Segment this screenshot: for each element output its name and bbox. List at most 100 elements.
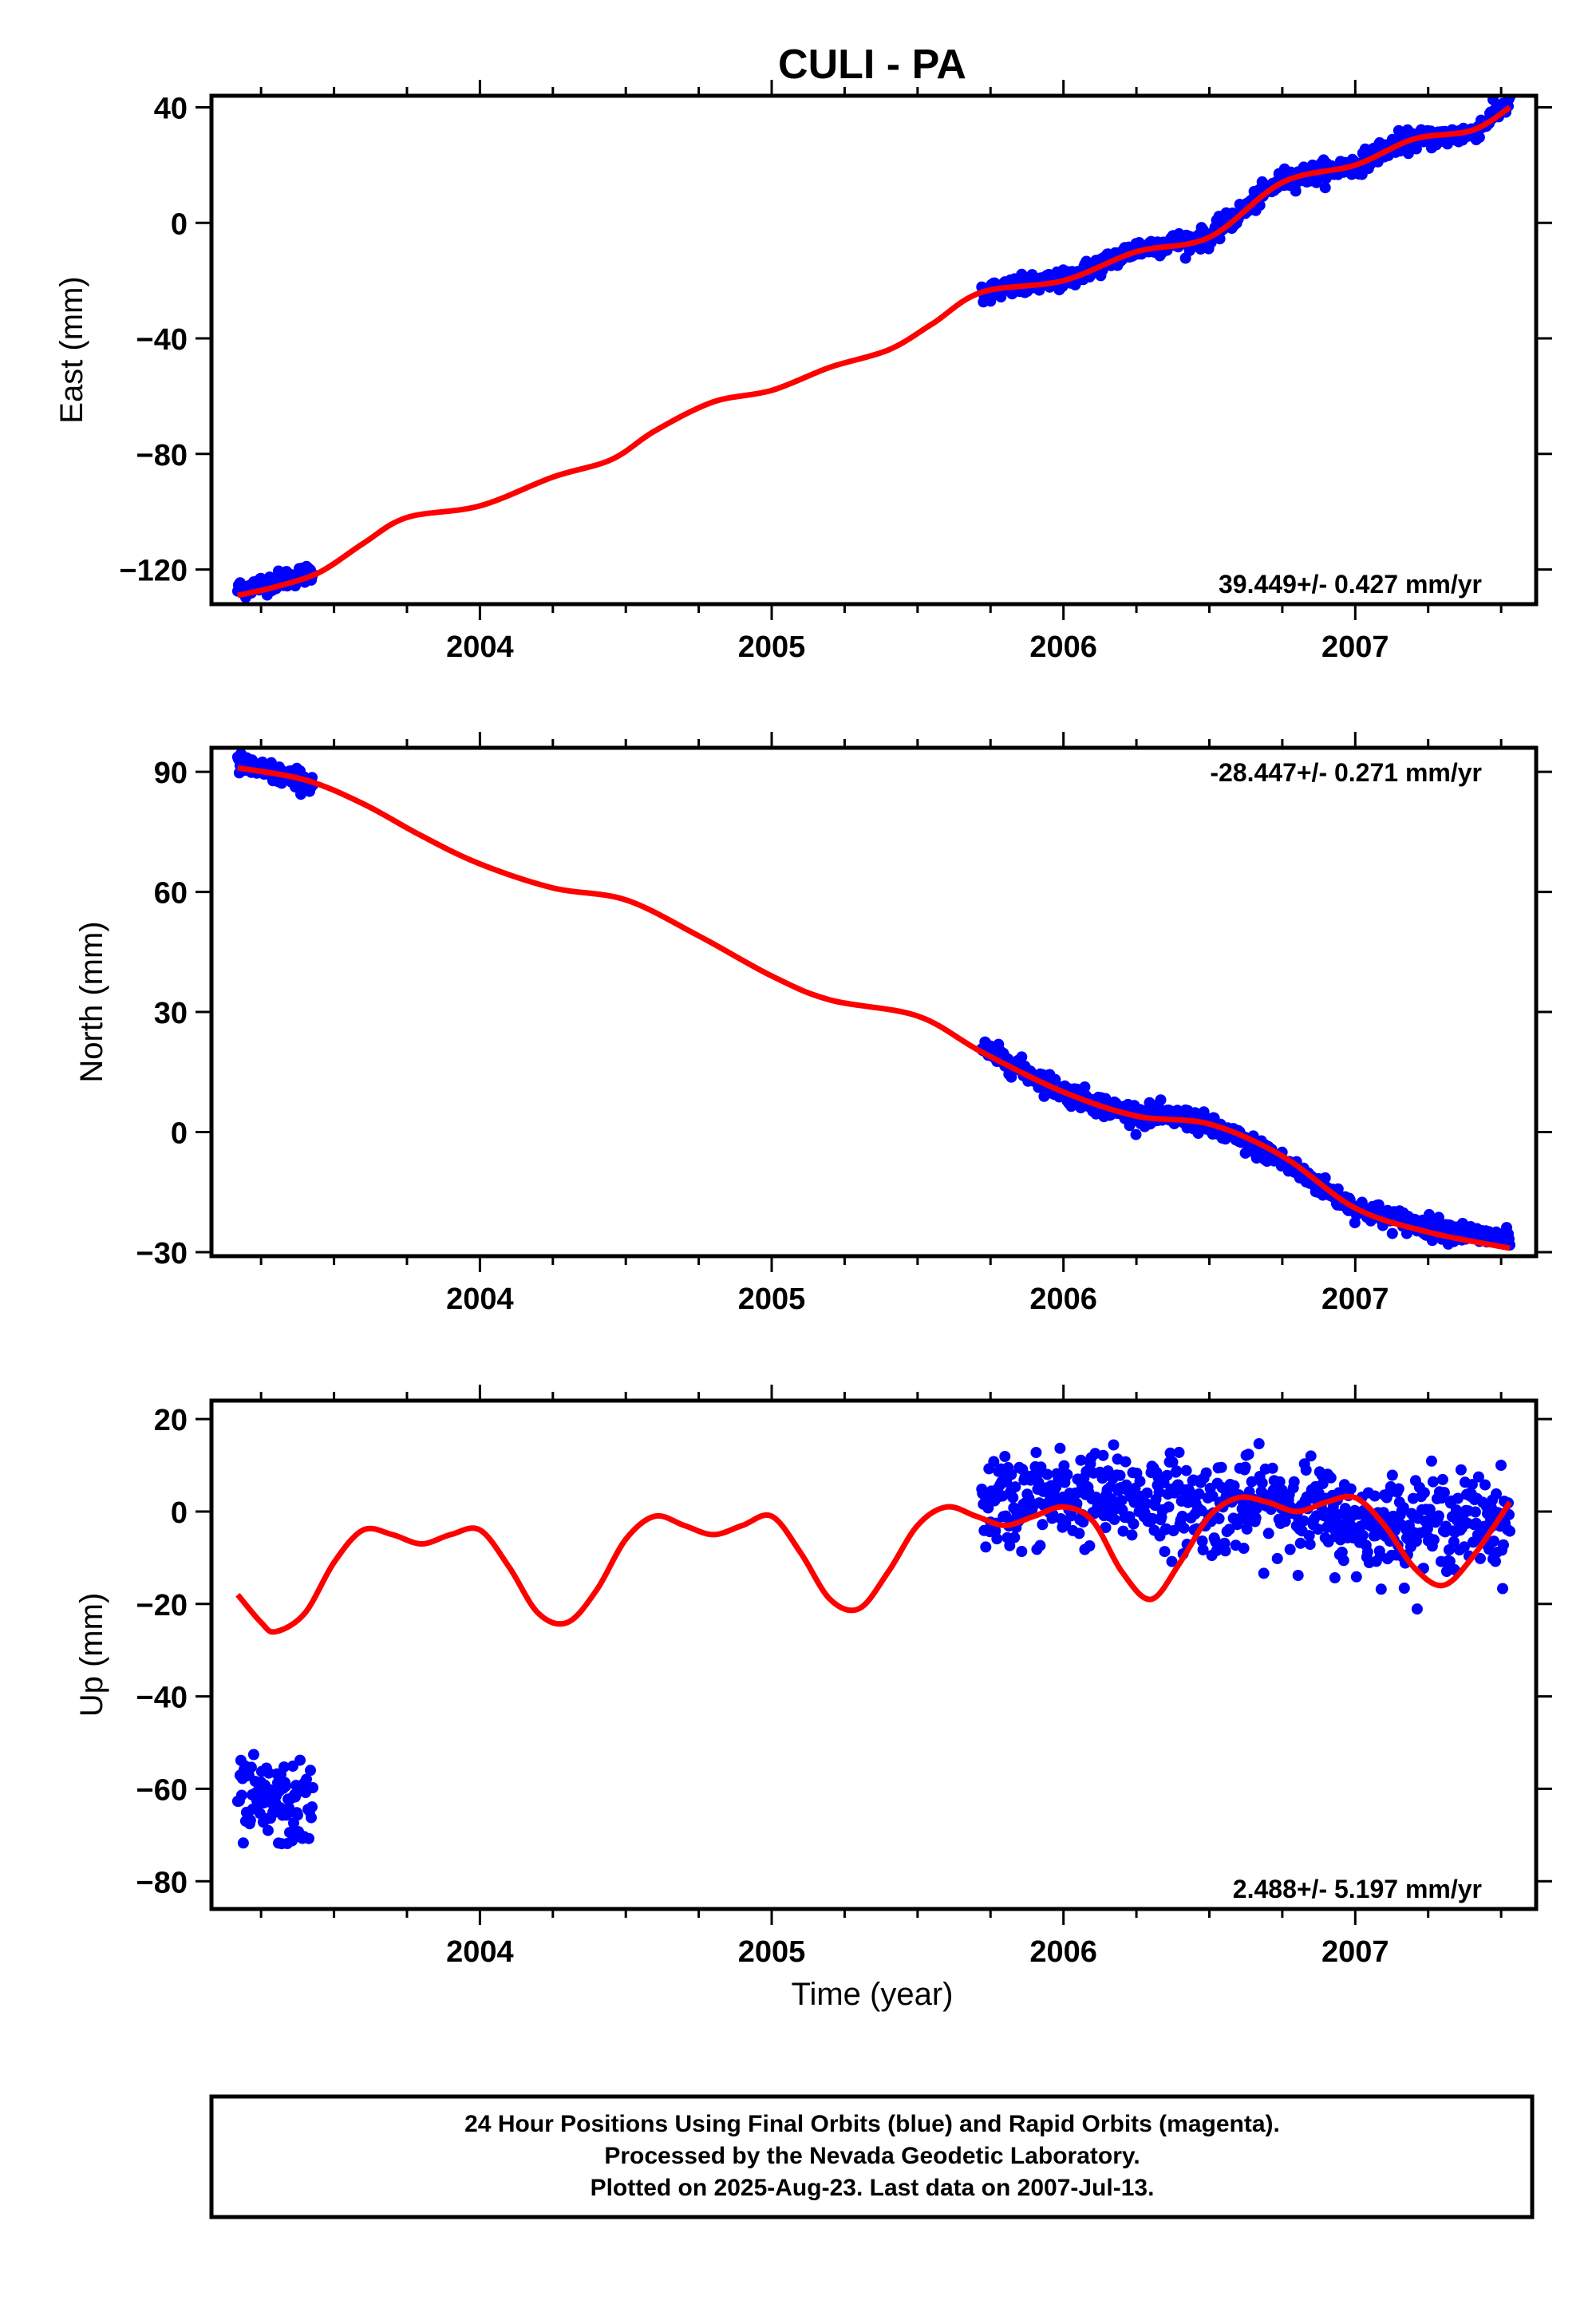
x-tick-label: 2004 bbox=[446, 1282, 514, 1316]
data-point bbox=[237, 1837, 249, 1849]
data-point bbox=[1504, 1525, 1515, 1537]
x-tick-label: 2004 bbox=[446, 630, 514, 664]
data-point bbox=[279, 1761, 290, 1773]
model-fit-line bbox=[237, 765, 1511, 1251]
footer-line-3: Plotted on 2025-Aug-23. Last data on 200… bbox=[591, 2175, 1155, 2201]
data-point bbox=[1304, 1539, 1316, 1551]
data-point bbox=[988, 1456, 1000, 1468]
y-axis-label: Up (mm) bbox=[74, 1593, 109, 1717]
data-point bbox=[307, 1782, 318, 1793]
data-point bbox=[1357, 1529, 1369, 1541]
data-point bbox=[1288, 1476, 1300, 1488]
data-point bbox=[1004, 1539, 1016, 1551]
data-point bbox=[1108, 1439, 1120, 1451]
y-tick-label: 0 bbox=[171, 1117, 188, 1151]
data-point bbox=[262, 1824, 274, 1836]
plot-frame bbox=[209, 745, 1539, 1259]
data-point bbox=[1009, 1531, 1021, 1543]
data-point bbox=[1178, 1522, 1190, 1534]
data-point bbox=[1397, 1502, 1409, 1513]
data-point bbox=[1126, 1529, 1138, 1541]
y-tick-label: 40 bbox=[154, 92, 188, 125]
data-point bbox=[1329, 1572, 1341, 1583]
panel-2: 2004 2005 2006 2007 −30 0 30 60 90 North (mm) -28.… bbox=[74, 732, 1552, 1316]
data-point bbox=[1117, 1525, 1129, 1537]
x-tick-label: 2005 bbox=[738, 1282, 806, 1316]
y-tick-label: −120 bbox=[119, 555, 188, 588]
data-point bbox=[1490, 1555, 1501, 1567]
x-tick-label: 2006 bbox=[1029, 1282, 1097, 1316]
data-point bbox=[1425, 1455, 1437, 1467]
data-point bbox=[306, 1801, 318, 1813]
x-axis-label: Time (year) bbox=[792, 1977, 954, 2012]
data-point bbox=[1428, 1534, 1440, 1546]
data-point bbox=[1458, 1541, 1470, 1553]
data-point bbox=[284, 1827, 295, 1839]
x-tick-label: 2006 bbox=[1029, 1935, 1097, 1969]
data-point bbox=[1305, 1450, 1317, 1462]
data-point bbox=[1164, 1447, 1176, 1459]
data-point bbox=[1472, 1471, 1484, 1483]
footer-box bbox=[209, 2094, 1535, 2219]
data-point bbox=[292, 1809, 303, 1821]
plot-frame bbox=[209, 1398, 1539, 1911]
data-point bbox=[1033, 1476, 1045, 1488]
data-point bbox=[1300, 1464, 1312, 1476]
panel-1: 2004 2005 2006 2007 −120 −80 −40 0 40 East (mm) 39… bbox=[54, 80, 1552, 664]
data-point bbox=[1258, 1567, 1270, 1579]
data-point bbox=[1294, 1537, 1306, 1549]
data-point bbox=[1030, 1447, 1042, 1458]
data-point bbox=[1159, 1546, 1171, 1558]
data-layer bbox=[231, 96, 1515, 603]
data-point bbox=[1176, 1511, 1188, 1522]
data-point bbox=[245, 1761, 257, 1773]
y-tick-label: 30 bbox=[154, 997, 188, 1030]
data-point bbox=[263, 1767, 275, 1779]
data-point bbox=[991, 1533, 1003, 1545]
data-point bbox=[1350, 1571, 1362, 1583]
data-point bbox=[1491, 1488, 1502, 1500]
y-axis-label: East (mm) bbox=[54, 276, 89, 423]
data-point bbox=[1171, 1465, 1183, 1477]
y-tick-label: 0 bbox=[171, 1496, 188, 1530]
y-tick-label: −80 bbox=[136, 439, 188, 472]
panel-3: 2004 2005 2006 2007 −80 −60 −40 −20 0 20 Up (mm) 2.… bbox=[74, 1385, 1552, 1969]
data-point bbox=[1213, 1512, 1225, 1524]
data-point bbox=[1079, 1081, 1091, 1093]
footer-line-1: 24 Hour Positions Using Final Orbits (bl… bbox=[464, 2111, 1280, 2137]
data-point bbox=[1034, 1539, 1046, 1551]
data-point bbox=[1473, 132, 1485, 144]
data-point bbox=[1290, 185, 1302, 197]
data-point bbox=[1128, 1518, 1140, 1530]
data-point bbox=[1058, 1460, 1070, 1472]
data-point bbox=[1256, 1477, 1268, 1489]
data-point bbox=[1393, 1483, 1404, 1495]
x-tick-label: 2007 bbox=[1321, 1935, 1389, 1969]
data-point bbox=[1317, 1478, 1329, 1489]
data-point bbox=[1009, 1481, 1021, 1493]
data-point bbox=[1325, 1472, 1337, 1484]
data-point bbox=[1448, 1535, 1460, 1547]
model-fit-line bbox=[235, 1493, 1512, 1635]
data-point bbox=[1479, 1479, 1491, 1491]
panels-group: 2004 2005 2006 2007 −120 −80 −40 0 40 East (mm) 39… bbox=[54, 80, 1552, 1969]
data-point bbox=[1016, 1051, 1028, 1063]
data-point bbox=[235, 1789, 247, 1801]
data-point bbox=[294, 1754, 306, 1766]
data-point bbox=[1284, 1543, 1296, 1555]
rate-label: 2.488+/- 5.197 mm/yr bbox=[1233, 1875, 1482, 1903]
data-point bbox=[1271, 1552, 1283, 1564]
y-tick-label: −60 bbox=[136, 1773, 188, 1807]
data-point bbox=[1054, 1442, 1066, 1454]
x-tick-label: 2005 bbox=[738, 630, 806, 664]
data-point bbox=[1455, 1464, 1467, 1476]
x-tick-label: 2007 bbox=[1321, 630, 1389, 664]
data-point bbox=[1228, 1480, 1240, 1492]
data-layer bbox=[231, 1438, 1515, 1850]
data-point bbox=[1386, 1227, 1398, 1239]
data-point bbox=[1469, 1506, 1481, 1518]
data-point bbox=[1016, 1546, 1028, 1557]
data-point bbox=[1438, 1487, 1450, 1499]
data-point bbox=[1427, 1476, 1439, 1488]
y-tick-label: 90 bbox=[154, 757, 188, 790]
